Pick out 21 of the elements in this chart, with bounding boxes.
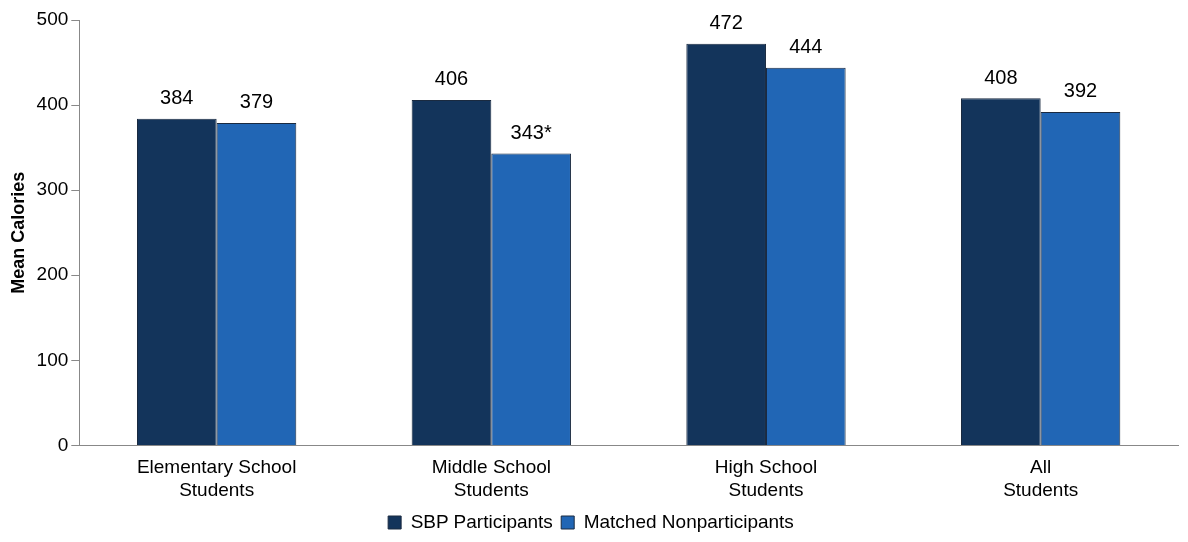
data-label: 379 xyxy=(239,90,274,113)
data-label: 444 xyxy=(789,35,823,58)
data-label: 384 xyxy=(160,86,194,109)
x-tick-label: Middle School Students xyxy=(431,456,551,500)
data-label: 392 xyxy=(1063,79,1098,102)
x-tick-label: Elementary School Students xyxy=(136,456,297,500)
y-tick-label: 0 xyxy=(57,433,69,455)
x-tick-label: All Students xyxy=(1003,456,1079,500)
y-tick-label: 400 xyxy=(36,93,69,115)
y-axis-title: Mean Calories xyxy=(7,171,28,294)
data-label: 408 xyxy=(984,65,1018,88)
legend-label: SBP Participants xyxy=(410,510,553,532)
legend-label: Matched Nonparticipants xyxy=(583,510,794,532)
y-tick-label: 200 xyxy=(36,263,69,285)
data-label: 472 xyxy=(709,11,743,34)
data-label: 406 xyxy=(434,67,469,90)
y-tick-label: 500 xyxy=(36,8,69,30)
y-tick-label: 100 xyxy=(36,348,69,370)
y-tick-label: 300 xyxy=(36,178,69,200)
x-tick-label: High School Students xyxy=(714,456,818,500)
data-label: 343* xyxy=(510,121,552,144)
